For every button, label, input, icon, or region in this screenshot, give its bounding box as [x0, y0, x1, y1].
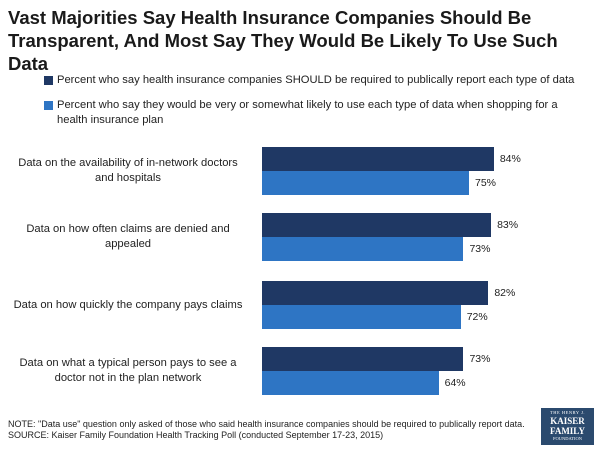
category-label: Data on the availability of in-network d… — [18, 157, 238, 184]
bar-series1 — [262, 213, 492, 237]
legend-label-series1: Percent who say health insurance compani… — [57, 74, 575, 86]
kff-logo: THE HENRY J. KAISER FAMILY FOUNDATION — [541, 408, 594, 445]
data-label: 84% — [499, 153, 521, 165]
bar-series2 — [262, 237, 464, 261]
bar-series1 — [262, 281, 489, 305]
data-label: 75% — [475, 177, 497, 189]
legend-swatch-series1 — [44, 76, 53, 85]
legend-swatch-series2 — [44, 101, 53, 110]
bar-series2 — [262, 371, 439, 395]
data-label: 72% — [466, 311, 488, 323]
bar-series2 — [262, 305, 461, 329]
bar-series1 — [262, 347, 464, 371]
footnote: NOTE: "Data use" question only asked of … — [8, 419, 528, 441]
bar-series2 — [262, 171, 469, 195]
category-label: Data on how quickly the company pays cla… — [13, 298, 243, 311]
chart-title: Vast Majorities Say Health Insurance Com… — [8, 7, 558, 74]
footnote-source: SOURCE: Kaiser Family Foundation Health … — [8, 430, 384, 440]
data-label: 73% — [469, 353, 491, 365]
data-label: 73% — [469, 243, 491, 255]
data-label: 83% — [497, 219, 519, 231]
legend-label-series2: Percent who say they would be very or so… — [57, 99, 558, 126]
bar-series1 — [262, 147, 494, 171]
category-label: Data on what a typical person pays to se… — [19, 357, 237, 384]
data-label: 82% — [494, 287, 516, 299]
category-label: Data on how often claims are denied and … — [26, 223, 230, 250]
footnote-note: NOTE: "Data use" question only asked of … — [8, 419, 525, 429]
data-label: 64% — [444, 377, 466, 389]
